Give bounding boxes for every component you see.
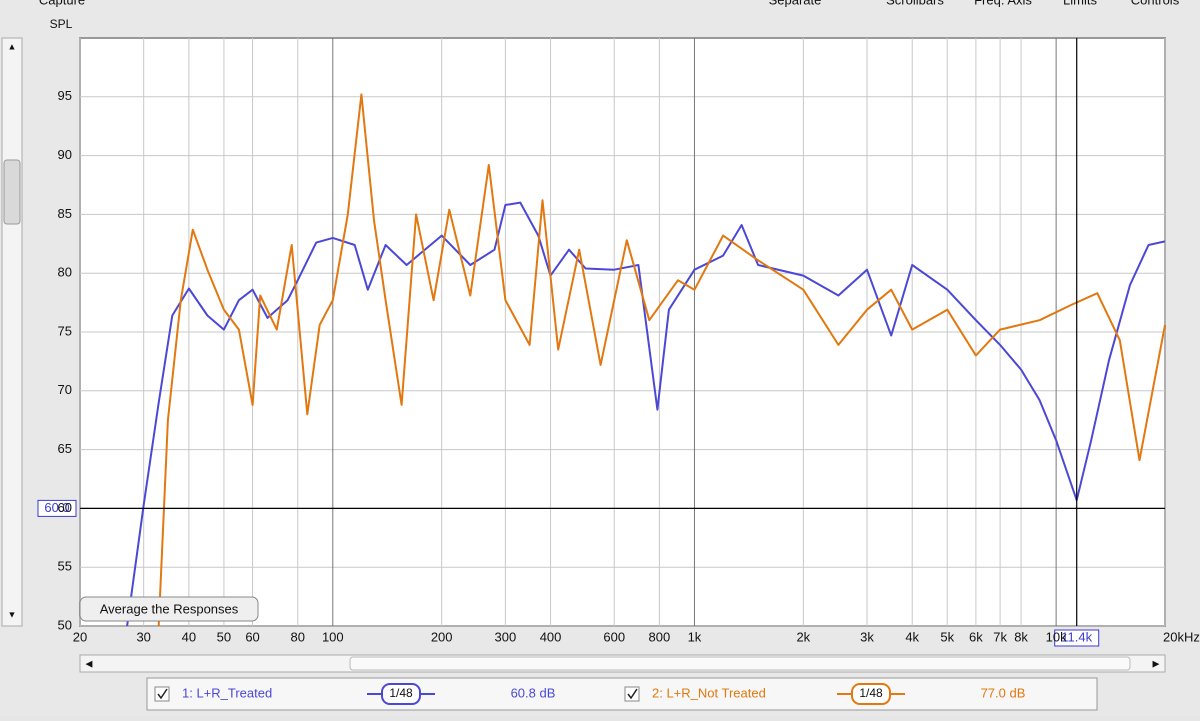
- y-tick-label: 80: [58, 265, 72, 280]
- x-tick-label: 20kHz: [1163, 629, 1200, 644]
- cursor-x-label: 11.4k: [1061, 629, 1092, 644]
- legend-name[interactable]: 2: L+R_Not Treated: [652, 685, 766, 700]
- v-scrollbar[interactable]: [1, 37, 23, 627]
- x-tick-label: 20: [73, 629, 87, 644]
- y-tick-label: 85: [58, 206, 72, 221]
- x-tick-label: 1k: [688, 629, 702, 644]
- x-tick-label: 50: [217, 629, 231, 644]
- cursor-y-label: 60.0: [44, 500, 69, 515]
- h-scroll-thumb[interactable]: [349, 656, 1131, 671]
- scroll-down[interactable]: ▼: [8, 609, 17, 619]
- legend-smoothing-box[interactable]: [851, 683, 891, 705]
- x-tick-label: 7k: [993, 629, 1007, 644]
- y-tick-label: 60: [58, 500, 72, 515]
- x-tick-label: 400: [540, 629, 562, 644]
- x-tick-label: 800: [649, 629, 671, 644]
- toolbar-item[interactable]: Freq. Axis: [974, 0, 1032, 7]
- average-button-label[interactable]: Average the Responses: [100, 601, 239, 616]
- y-axis-label: SPL: [50, 17, 73, 31]
- x-tick-label: 300: [495, 629, 517, 644]
- toolbar-item[interactable]: Separate: [769, 0, 822, 7]
- legend-smoothing[interactable]: 1/48: [389, 686, 413, 700]
- x-tick-label: 8k: [1014, 629, 1028, 644]
- legend-smoothing-box[interactable]: [381, 683, 421, 705]
- y-tick-label: 55: [58, 559, 72, 574]
- x-tick-label: 6k: [969, 629, 983, 644]
- x-tick-label: 100: [322, 629, 344, 644]
- y-tick-label: 95: [58, 88, 72, 103]
- x-tick-label: 600: [603, 629, 625, 644]
- v-scroll-thumb[interactable]: [3, 159, 21, 225]
- x-tick-label: 3k: [860, 629, 874, 644]
- legend-readout: 60.8 dB: [511, 685, 556, 700]
- x-tick-label: 5k: [940, 629, 954, 644]
- legend: [146, 677, 1098, 711]
- x-tick-label: 80: [291, 629, 305, 644]
- average-button[interactable]: [79, 596, 259, 622]
- x-tick-label: 10k: [1046, 629, 1067, 644]
- toolbar-item[interactable]: Controls: [1131, 0, 1180, 7]
- legend-check[interactable]: [627, 688, 638, 700]
- cursor-y-box: [37, 499, 77, 517]
- x-tick-label: 2k: [796, 629, 810, 644]
- y-tick-label: 50: [58, 617, 72, 632]
- toolbar-item[interactable]: Scrollbars: [886, 0, 944, 7]
- cursor-x-box: [1054, 629, 1100, 647]
- x-tick-label: 60: [245, 629, 259, 644]
- x-tick-label: 4k: [905, 629, 919, 644]
- y-tick-label: 70: [58, 382, 72, 397]
- legend-name[interactable]: 1: L+R_Treated: [182, 685, 272, 700]
- series-line: [157, 93, 1166, 627]
- toolbar-item[interactable]: Limits: [1063, 0, 1097, 7]
- toolbar-item[interactable]: Capture: [39, 0, 85, 7]
- legend-readout: 77.0 dB: [981, 685, 1026, 700]
- x-tick-label: 30: [136, 629, 150, 644]
- x-tick-label: 40: [182, 629, 196, 644]
- scroll-left[interactable]: ◀: [86, 658, 93, 668]
- scroll-up[interactable]: ▲: [8, 41, 17, 51]
- legend-check[interactable]: [157, 688, 168, 700]
- y-tick-label: 75: [58, 323, 72, 338]
- y-tick-label: 65: [58, 441, 72, 456]
- scroll-right[interactable]: ▶: [1153, 658, 1160, 668]
- legend-smoothing[interactable]: 1/48: [859, 686, 883, 700]
- y-tick-label: 90: [58, 147, 72, 162]
- x-tick-label: 200: [431, 629, 453, 644]
